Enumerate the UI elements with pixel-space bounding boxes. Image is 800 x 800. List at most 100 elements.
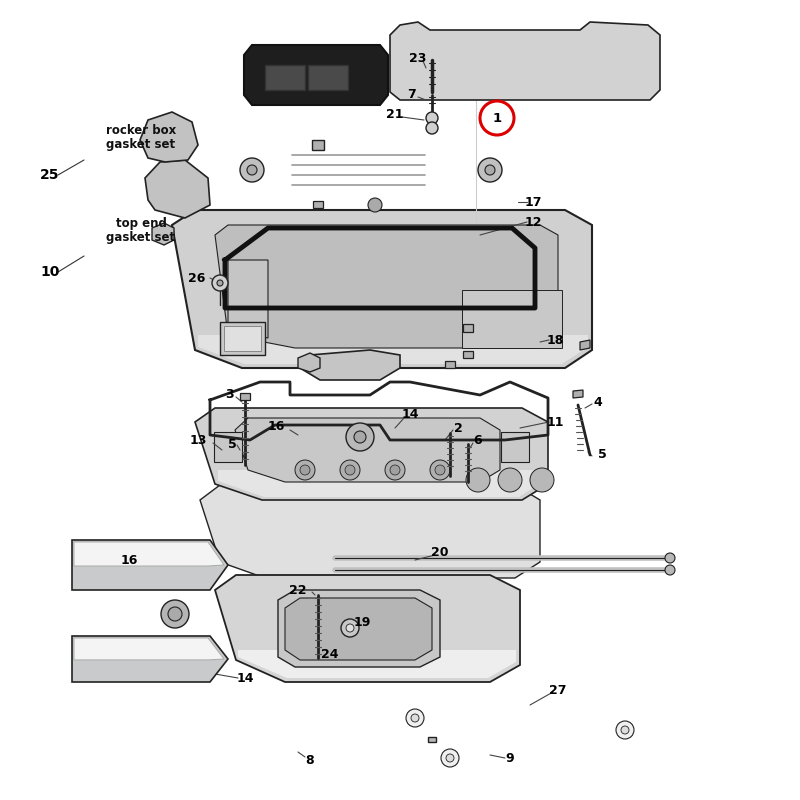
Circle shape [426, 112, 438, 124]
Text: 3: 3 [226, 389, 234, 402]
Polygon shape [172, 210, 592, 368]
Polygon shape [300, 350, 400, 380]
Text: top end: top end [115, 217, 166, 230]
Text: 10: 10 [40, 265, 60, 279]
Polygon shape [215, 575, 520, 682]
Polygon shape [72, 540, 228, 590]
Circle shape [406, 709, 424, 727]
Polygon shape [140, 112, 198, 162]
Text: 6: 6 [474, 434, 482, 446]
Text: 9: 9 [506, 751, 514, 765]
Circle shape [385, 460, 405, 480]
Polygon shape [200, 485, 540, 578]
Polygon shape [463, 351, 473, 358]
Circle shape [212, 275, 228, 291]
Text: 13: 13 [190, 434, 207, 446]
Polygon shape [218, 470, 544, 497]
Polygon shape [298, 353, 320, 372]
Text: 16: 16 [268, 421, 285, 434]
Text: 17: 17 [524, 195, 542, 209]
Polygon shape [198, 335, 588, 364]
Polygon shape [239, 342, 251, 350]
Circle shape [441, 749, 459, 767]
Circle shape [530, 468, 554, 492]
Circle shape [390, 465, 400, 475]
Circle shape [295, 460, 315, 480]
Polygon shape [152, 223, 174, 245]
Text: 26: 26 [188, 271, 205, 285]
Circle shape [247, 165, 257, 175]
Polygon shape [74, 542, 224, 566]
Polygon shape [224, 326, 261, 351]
Polygon shape [462, 290, 562, 348]
Polygon shape [72, 636, 228, 682]
Circle shape [346, 423, 374, 451]
Circle shape [621, 726, 629, 734]
Circle shape [498, 468, 522, 492]
Polygon shape [195, 408, 548, 500]
Circle shape [485, 165, 495, 175]
Circle shape [240, 158, 264, 182]
Circle shape [430, 460, 450, 480]
Text: 23: 23 [410, 51, 426, 65]
Text: 24: 24 [322, 649, 338, 662]
Text: 12: 12 [524, 215, 542, 229]
Text: 25: 25 [40, 168, 60, 182]
Circle shape [446, 754, 454, 762]
Circle shape [478, 158, 502, 182]
Polygon shape [501, 432, 529, 462]
Text: 5: 5 [598, 447, 606, 461]
Circle shape [616, 721, 634, 739]
Polygon shape [215, 225, 558, 348]
Polygon shape [312, 140, 324, 150]
Text: 14: 14 [236, 671, 254, 685]
Polygon shape [145, 160, 210, 218]
Text: 4: 4 [594, 395, 602, 409]
Circle shape [341, 619, 359, 637]
Polygon shape [244, 45, 388, 105]
Text: 8: 8 [306, 754, 314, 766]
Circle shape [346, 624, 354, 632]
Circle shape [217, 280, 223, 286]
Text: rocker box: rocker box [106, 124, 176, 137]
Circle shape [435, 465, 445, 475]
Text: 22: 22 [289, 583, 306, 597]
Circle shape [345, 465, 355, 475]
Text: 5: 5 [228, 438, 236, 451]
Polygon shape [428, 737, 436, 742]
Polygon shape [573, 390, 583, 398]
Text: 2: 2 [454, 422, 462, 434]
Polygon shape [214, 432, 242, 462]
Circle shape [340, 460, 360, 480]
Text: 21: 21 [386, 109, 404, 122]
Circle shape [665, 565, 675, 575]
Circle shape [300, 465, 310, 475]
Polygon shape [238, 650, 516, 678]
Circle shape [466, 468, 490, 492]
Text: 11: 11 [546, 415, 564, 429]
Text: 7: 7 [408, 89, 416, 102]
Text: 19: 19 [354, 615, 370, 629]
Polygon shape [265, 65, 305, 90]
Polygon shape [463, 324, 473, 332]
Polygon shape [228, 260, 268, 338]
Polygon shape [313, 201, 323, 208]
Circle shape [665, 553, 675, 563]
Circle shape [411, 714, 419, 722]
Text: 16: 16 [121, 554, 138, 566]
Text: 18: 18 [546, 334, 564, 346]
Polygon shape [240, 393, 250, 400]
Circle shape [161, 600, 189, 628]
Polygon shape [580, 340, 590, 350]
Polygon shape [235, 418, 500, 482]
Text: 1: 1 [493, 111, 502, 125]
Polygon shape [74, 638, 224, 660]
Circle shape [168, 607, 182, 621]
Polygon shape [285, 598, 432, 660]
Text: gasket set: gasket set [106, 138, 175, 151]
Text: 14: 14 [402, 409, 418, 422]
Text: 20: 20 [431, 546, 449, 558]
Polygon shape [390, 22, 660, 100]
Text: gasket set: gasket set [106, 231, 175, 244]
Text: 27: 27 [550, 683, 566, 697]
